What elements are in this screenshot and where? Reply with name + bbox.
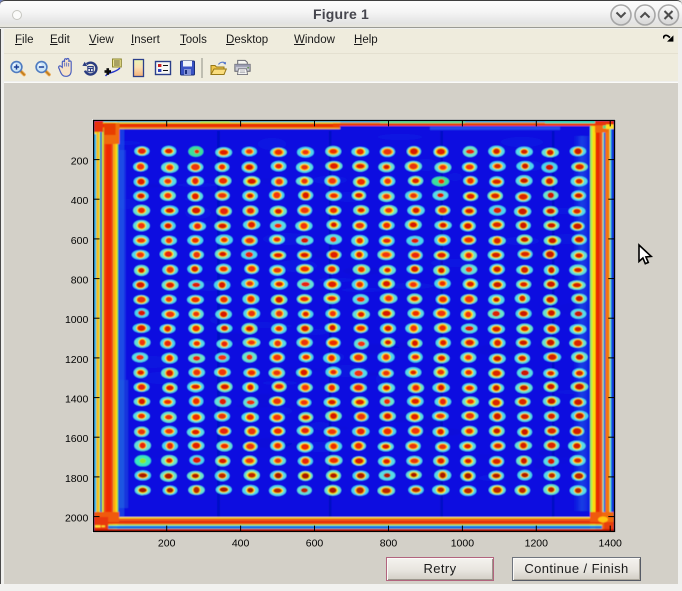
svg-text:600: 600 [71,235,89,247]
svg-text:1200: 1200 [65,354,89,366]
svg-text:200: 200 [71,156,89,168]
svg-text:400: 400 [232,538,250,550]
svg-text:1000: 1000 [451,538,475,550]
svg-text:800: 800 [71,275,89,287]
svg-text:1200: 1200 [525,538,549,550]
svg-text:1400: 1400 [65,394,89,406]
svg-text:1400: 1400 [599,538,623,550]
svg-text:400: 400 [71,195,89,207]
svg-text:1000: 1000 [65,314,89,326]
svg-text:1600: 1600 [65,433,89,445]
svg-text:1800: 1800 [65,473,89,485]
svg-text:800: 800 [380,538,398,550]
svg-text:2000: 2000 [65,513,89,525]
svg-text:200: 200 [158,538,176,550]
svg-text:600: 600 [306,538,324,550]
